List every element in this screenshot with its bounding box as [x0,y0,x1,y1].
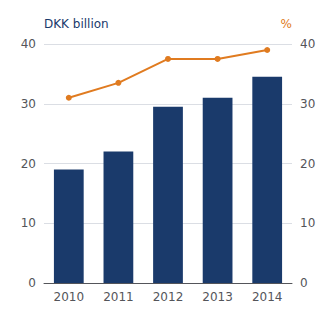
svg-text:10: 10 [21,216,36,230]
svg-text:2011: 2011 [103,290,134,304]
svg-text:2010: 2010 [54,290,85,304]
svg-text:40: 40 [21,37,36,51]
svg-text:30: 30 [300,97,315,111]
svg-text:20: 20 [300,157,315,171]
svg-text:%: % [281,17,292,31]
svg-text:0: 0 [300,276,308,290]
svg-text:2012: 2012 [153,290,184,304]
svg-text:40: 40 [300,37,315,51]
svg-text:2014: 2014 [252,290,283,304]
svg-text:DKK billion: DKK billion [44,17,109,31]
svg-text:30: 30 [21,97,36,111]
svg-text:2013: 2013 [202,290,233,304]
svg-text:0: 0 [28,276,36,290]
svg-text:20: 20 [21,157,36,171]
svg-text:10: 10 [300,216,315,230]
